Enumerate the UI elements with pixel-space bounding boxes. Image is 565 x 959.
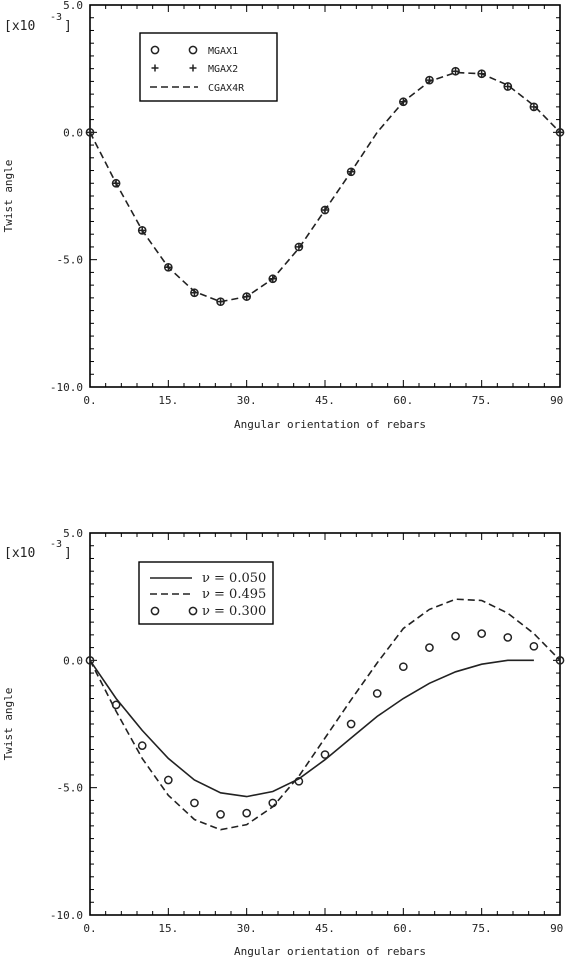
y-axis-title: Twist angle	[2, 160, 15, 233]
series-mgax1-point	[190, 288, 199, 298]
x-tick-label: 45.	[315, 394, 335, 407]
legend-label: ν = 0.300	[202, 604, 266, 619]
y-multiplier-exponent: -3	[50, 539, 62, 550]
x-tick-label: 90.	[550, 922, 565, 935]
series--0-300-point	[425, 643, 434, 652]
series-mgax1-point	[346, 167, 356, 177]
chart-bottom: 0. 15. 30. 45. 60. 75. 90. 5.0 0.0 -5.0 -10.0 Angul…	[2, 527, 565, 958]
series-mgax1-point	[398, 97, 408, 107]
legend-symbol-circle	[188, 45, 198, 55]
series-mgax1-point	[268, 274, 278, 284]
legend-label: MGAX2	[208, 64, 238, 75]
x-tick-label: 0.	[83, 394, 96, 407]
y-multiplier: [x10	[4, 546, 35, 561]
legend-symbol-circle	[150, 45, 160, 55]
series-mgax1-point	[503, 82, 513, 91]
x-tick-label: 30.	[237, 922, 257, 935]
series--0-300-point	[268, 798, 278, 808]
series-cgax4r-line	[89, 71, 561, 303]
y-multiplier-bracket: ]	[64, 19, 72, 34]
series--0-300-point	[294, 776, 304, 786]
legend-label: MGAX1	[208, 46, 238, 57]
series-mgax2-point	[556, 128, 564, 136]
series--0-300-point	[163, 775, 173, 785]
series--0-300-point	[477, 629, 487, 638]
series--0-050-line	[89, 659, 534, 798]
legend-box	[139, 32, 278, 102]
y-multiplier-bracket: ]	[64, 546, 72, 561]
series--0-300-point	[503, 633, 513, 642]
series-mgax1-point	[137, 226, 147, 235]
y-multiplier: [x10	[4, 19, 35, 34]
x-tick-label: 15.	[158, 922, 178, 935]
x-tick-label: 75.	[472, 922, 492, 935]
legend-label: CGAX4R	[208, 83, 245, 94]
series--0-300-point	[372, 689, 382, 698]
y-tick-label: -5.0	[57, 254, 84, 267]
x-tick-label: 90.	[550, 394, 565, 407]
x-tick-label: 0.	[83, 922, 96, 935]
y-multiplier-exponent: -3	[50, 12, 62, 23]
series--0-300-point	[529, 641, 539, 651]
series-mgax1-point	[111, 178, 121, 188]
x-axis-title: Angular orientation of rebars	[234, 418, 426, 431]
y-tick-label: 5.0	[63, 527, 83, 540]
y-tick-label: -10.0	[50, 381, 83, 394]
y-tick-label: 5.0	[63, 0, 83, 12]
series-mgax1-point	[85, 127, 95, 137]
series-mgax1-point	[163, 262, 173, 272]
x-tick-label: 75.	[472, 394, 492, 407]
series--0-300-point	[320, 750, 330, 759]
y-axis-title: Twist angle	[2, 688, 15, 761]
legend-label: ν = 0.050	[202, 571, 266, 586]
series--0-300-point	[346, 719, 356, 729]
x-tick-label: 15.	[158, 394, 178, 407]
x-tick-label: 45.	[315, 922, 335, 935]
series--0-300-point	[111, 700, 121, 710]
series--0-300-point	[137, 741, 147, 750]
series-mgax1-point	[477, 69, 487, 79]
legend-symbol-circle	[150, 606, 160, 616]
y-tick-label: -5.0	[57, 782, 84, 795]
legend-box	[138, 561, 274, 625]
x-tick-label: 30.	[237, 394, 257, 407]
series-mgax1-point	[294, 242, 304, 252]
legend-symbol-plus	[189, 64, 197, 72]
legend-symbol-plus	[151, 64, 159, 72]
series--0-300-point	[555, 655, 565, 665]
chart-top: 0. 15. 30. 45. 60. 75. 90. 5.0 0.0 -5.0 -10.0 Angul…	[2, 0, 565, 431]
series-mgax1-point	[451, 66, 460, 76]
series--0-300-point	[85, 655, 95, 665]
x-axis-title: Angular orientation of rebars	[234, 945, 426, 958]
series-mgax2-point	[190, 289, 198, 297]
series--0-300-point	[242, 808, 252, 818]
y-tick-label: 0.0	[63, 126, 83, 139]
y-tick-label: 0.0	[63, 654, 83, 667]
series-mgax1-point	[320, 205, 330, 215]
series-mgax1-point	[425, 75, 434, 85]
series-mgax1-point	[555, 127, 565, 137]
series--0-300-point	[451, 631, 460, 641]
x-tick-label: 60.	[393, 394, 413, 407]
legend-label: ν = 0.495	[202, 587, 266, 602]
series--0-300-point	[398, 662, 408, 672]
legend-symbol-circle	[188, 606, 198, 616]
series-mgax1-point	[529, 102, 539, 112]
series--0-300-point	[190, 798, 199, 808]
series-mgax2-point	[452, 67, 460, 75]
series--0-495-line	[89, 598, 561, 831]
x-tick-label: 60.	[393, 922, 413, 935]
y-tick-label: -10.0	[50, 909, 83, 922]
series--0-300-point	[216, 810, 225, 819]
